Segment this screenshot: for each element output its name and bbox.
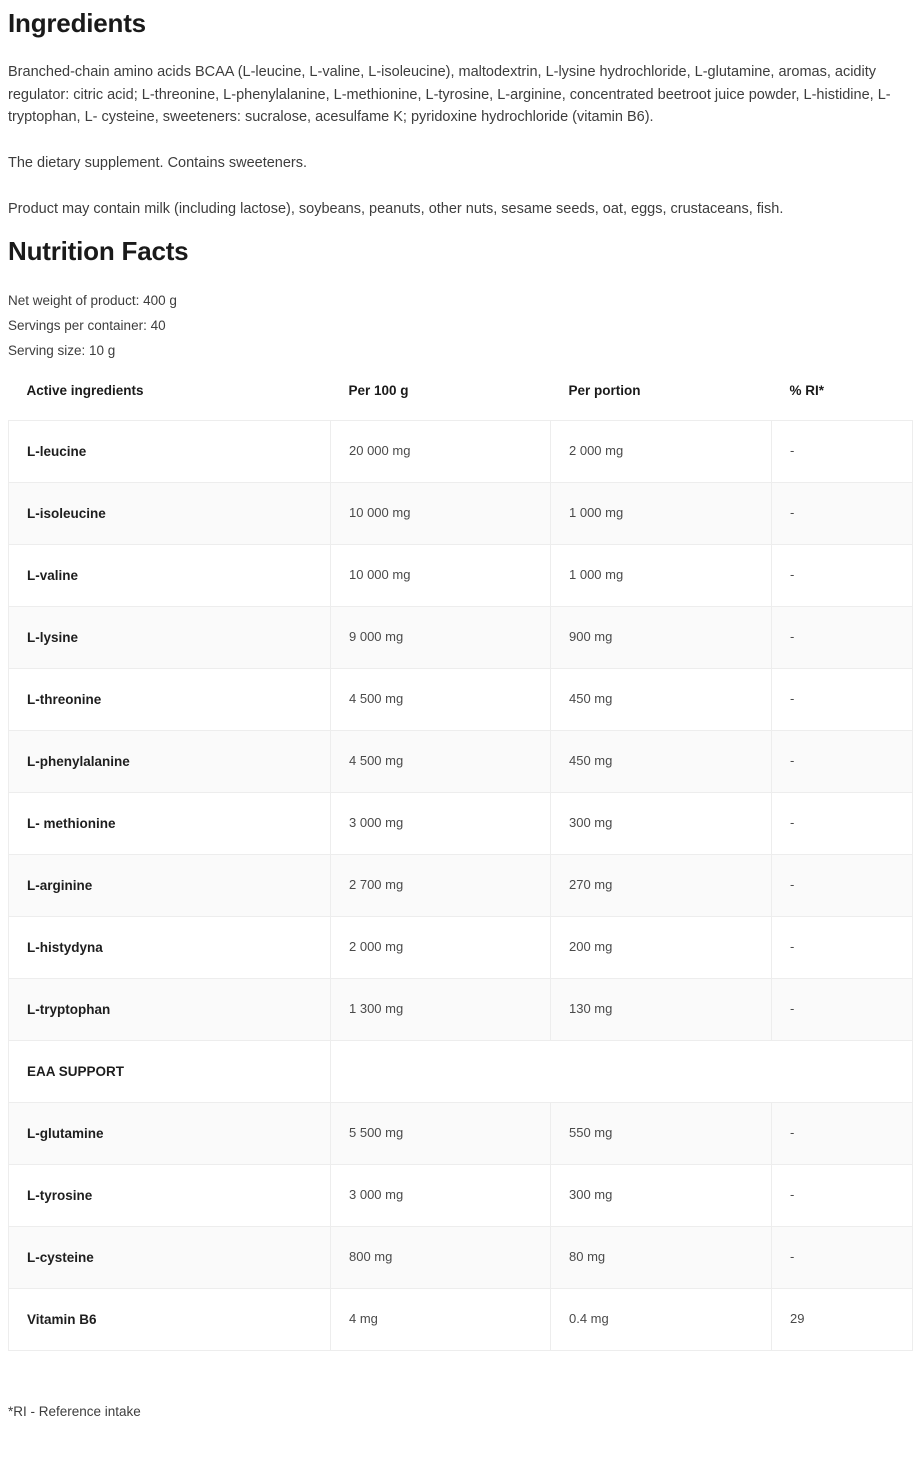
cell-per-100g: 3 000 mg <box>330 1164 551 1228</box>
table-row: L-tryptophan 1 300 mg 130 mg - <box>8 978 913 1042</box>
cell-per-100g: 4 500 mg <box>330 730 551 794</box>
cell-group-spacer <box>330 1040 913 1104</box>
cell-per-portion: 450 mg <box>550 730 772 794</box>
supplement-note: The dietary supplement. Contains sweeten… <box>8 154 308 171</box>
cell-percent-ri: - <box>771 854 913 918</box>
table-row: Vitamin B6 4 mg 0.4 mg 29 <box>8 1288 913 1352</box>
cell-ingredient-name: L-tryptophan <box>8 978 331 1042</box>
cell-per-portion: 550 mg <box>550 1102 772 1166</box>
cell-per-100g: 2 700 mg <box>330 854 551 918</box>
cell-percent-ri: - <box>771 792 913 856</box>
cell-percent-ri: - <box>771 978 913 1042</box>
cell-percent-ri: - <box>771 730 913 794</box>
cell-percent-ri: - <box>771 1164 913 1228</box>
net-weight-line: Net weight of product: 400 g <box>8 293 177 309</box>
cell-per-portion: 200 mg <box>550 916 772 980</box>
cell-percent-ri: - <box>771 668 913 732</box>
cell-per-portion: 300 mg <box>550 1164 772 1228</box>
cell-per-100g: 1 300 mg <box>330 978 551 1042</box>
cell-per-portion: 1 000 mg <box>550 544 772 608</box>
cell-percent-ri: 29 <box>771 1288 913 1352</box>
cell-ingredient-name: L-cysteine <box>8 1226 331 1290</box>
table-header: Active ingredients Per 100 g Per portion… <box>9 383 913 421</box>
cell-percent-ri: - <box>771 482 913 546</box>
table-row: L-glutamine 5 500 mg 550 mg - <box>8 1102 913 1166</box>
product-info-page: Ingredients Branched-chain amino acids B… <box>8 8 916 1420</box>
cell-ingredient-name: L-histydyna <box>8 916 331 980</box>
table-row: L-phenylalanine 4 500 mg 450 mg - <box>8 730 913 794</box>
nutrition-facts-heading: Nutrition Facts <box>8 236 189 267</box>
ingredients-heading: Ingredients <box>8 8 146 38</box>
column-header-per-portion: Per portion <box>568 383 641 399</box>
cell-percent-ri: - <box>771 420 913 484</box>
table-row: L-threonine 4 500 mg 450 mg - <box>8 668 913 732</box>
cell-per-portion: 0.4 mg <box>550 1288 772 1352</box>
cell-per-100g: 20 000 mg <box>330 420 551 484</box>
cell-per-portion: 2 000 mg <box>550 420 772 484</box>
cell-ingredient-name: L-leucine <box>8 420 331 484</box>
cell-percent-ri: - <box>771 1226 913 1290</box>
cell-ingredient-name: L-isoleucine <box>8 482 331 546</box>
cell-percent-ri: - <box>771 544 913 608</box>
table-group-row: EAA SUPPORT <box>8 1040 913 1104</box>
cell-per-100g: 4 500 mg <box>330 668 551 732</box>
table-header-row: Active ingredients Per 100 g Per portion… <box>9 383 913 421</box>
cell-per-portion: 270 mg <box>550 854 772 918</box>
cell-per-100g: 10 000 mg <box>330 544 551 608</box>
table-row: L-arginine 2 700 mg 270 mg - <box>8 854 913 918</box>
cell-per-portion: 80 mg <box>550 1226 772 1290</box>
cell-per-portion: 130 mg <box>550 978 772 1042</box>
table-row: L-leucine 20 000 mg 2 000 mg - <box>8 420 913 484</box>
table-row: L-histydyna 2 000 mg 200 mg - <box>8 916 913 980</box>
table-row: L-valine 10 000 mg 1 000 mg - <box>8 544 913 608</box>
cell-ingredient-name: Vitamin B6 <box>8 1288 331 1352</box>
cell-ingredient-name: EAA SUPPORT <box>8 1040 331 1104</box>
cell-ingredient-name: L-phenylalanine <box>8 730 331 794</box>
column-header-per-100g: Per 100 g <box>348 383 409 399</box>
serving-size-line: Serving size: 10 g <box>8 343 116 359</box>
cell-per-100g: 800 mg <box>330 1226 551 1290</box>
cell-percent-ri: - <box>771 606 913 670</box>
cell-ingredient-name: L-lysine <box>8 606 331 670</box>
cell-ingredient-name: L-threonine <box>8 668 331 732</box>
column-header-active-ingredients: Active ingredients <box>26 383 144 399</box>
cell-ingredient-name: L-valine <box>8 544 331 608</box>
cell-per-100g: 5 500 mg <box>330 1102 551 1166</box>
cell-per-100g: 10 000 mg <box>330 482 551 546</box>
cell-per-portion: 300 mg <box>550 792 772 856</box>
cell-ingredient-name: L-arginine <box>8 854 331 918</box>
cell-per-portion: 450 mg <box>550 668 772 732</box>
nutrition-facts-table: Active ingredients Per 100 g Per portion… <box>8 383 913 1352</box>
servings-per-container-line: Servings per container: 40 <box>8 318 166 334</box>
cell-percent-ri: - <box>771 916 913 980</box>
table-row: L- methionine 3 000 mg 300 mg - <box>8 792 913 856</box>
table-body: L-leucine 20 000 mg 2 000 mg - L-isoleucine 1… <box>8 420 913 1352</box>
ingredients-paragraph: Branched-chain amino acids BCAA (L-leuci… <box>8 64 891 126</box>
column-header-percent-ri: % RI* <box>789 383 825 399</box>
cell-per-100g: 2 000 mg <box>330 916 551 980</box>
cell-per-100g: 3 000 mg <box>330 792 551 856</box>
table-row: L-isoleucine 10 000 mg 1 000 mg - <box>8 482 913 546</box>
cell-per-portion: 900 mg <box>550 606 772 670</box>
cell-per-portion: 1 000 mg <box>550 482 772 546</box>
cell-ingredient-name: L- methionine <box>8 792 331 856</box>
cell-per-100g: 4 mg <box>330 1288 551 1352</box>
table-row: L-tyrosine 3 000 mg 300 mg - <box>8 1164 913 1228</box>
cell-per-100g: 9 000 mg <box>330 606 551 670</box>
table-row: L-cysteine 800 mg 80 mg - <box>8 1226 913 1290</box>
allergen-note: Product may contain milk (including lact… <box>8 200 784 217</box>
reference-intake-footnote: *RI - Reference intake <box>8 1404 141 1420</box>
cell-percent-ri: - <box>771 1102 913 1166</box>
cell-ingredient-name: L-glutamine <box>8 1102 331 1166</box>
serving-information: Net weight of product: 400 g Servings pe… <box>8 288 916 363</box>
cell-ingredient-name: L-tyrosine <box>8 1164 331 1228</box>
table-row: L-lysine 9 000 mg 900 mg - <box>8 606 913 670</box>
